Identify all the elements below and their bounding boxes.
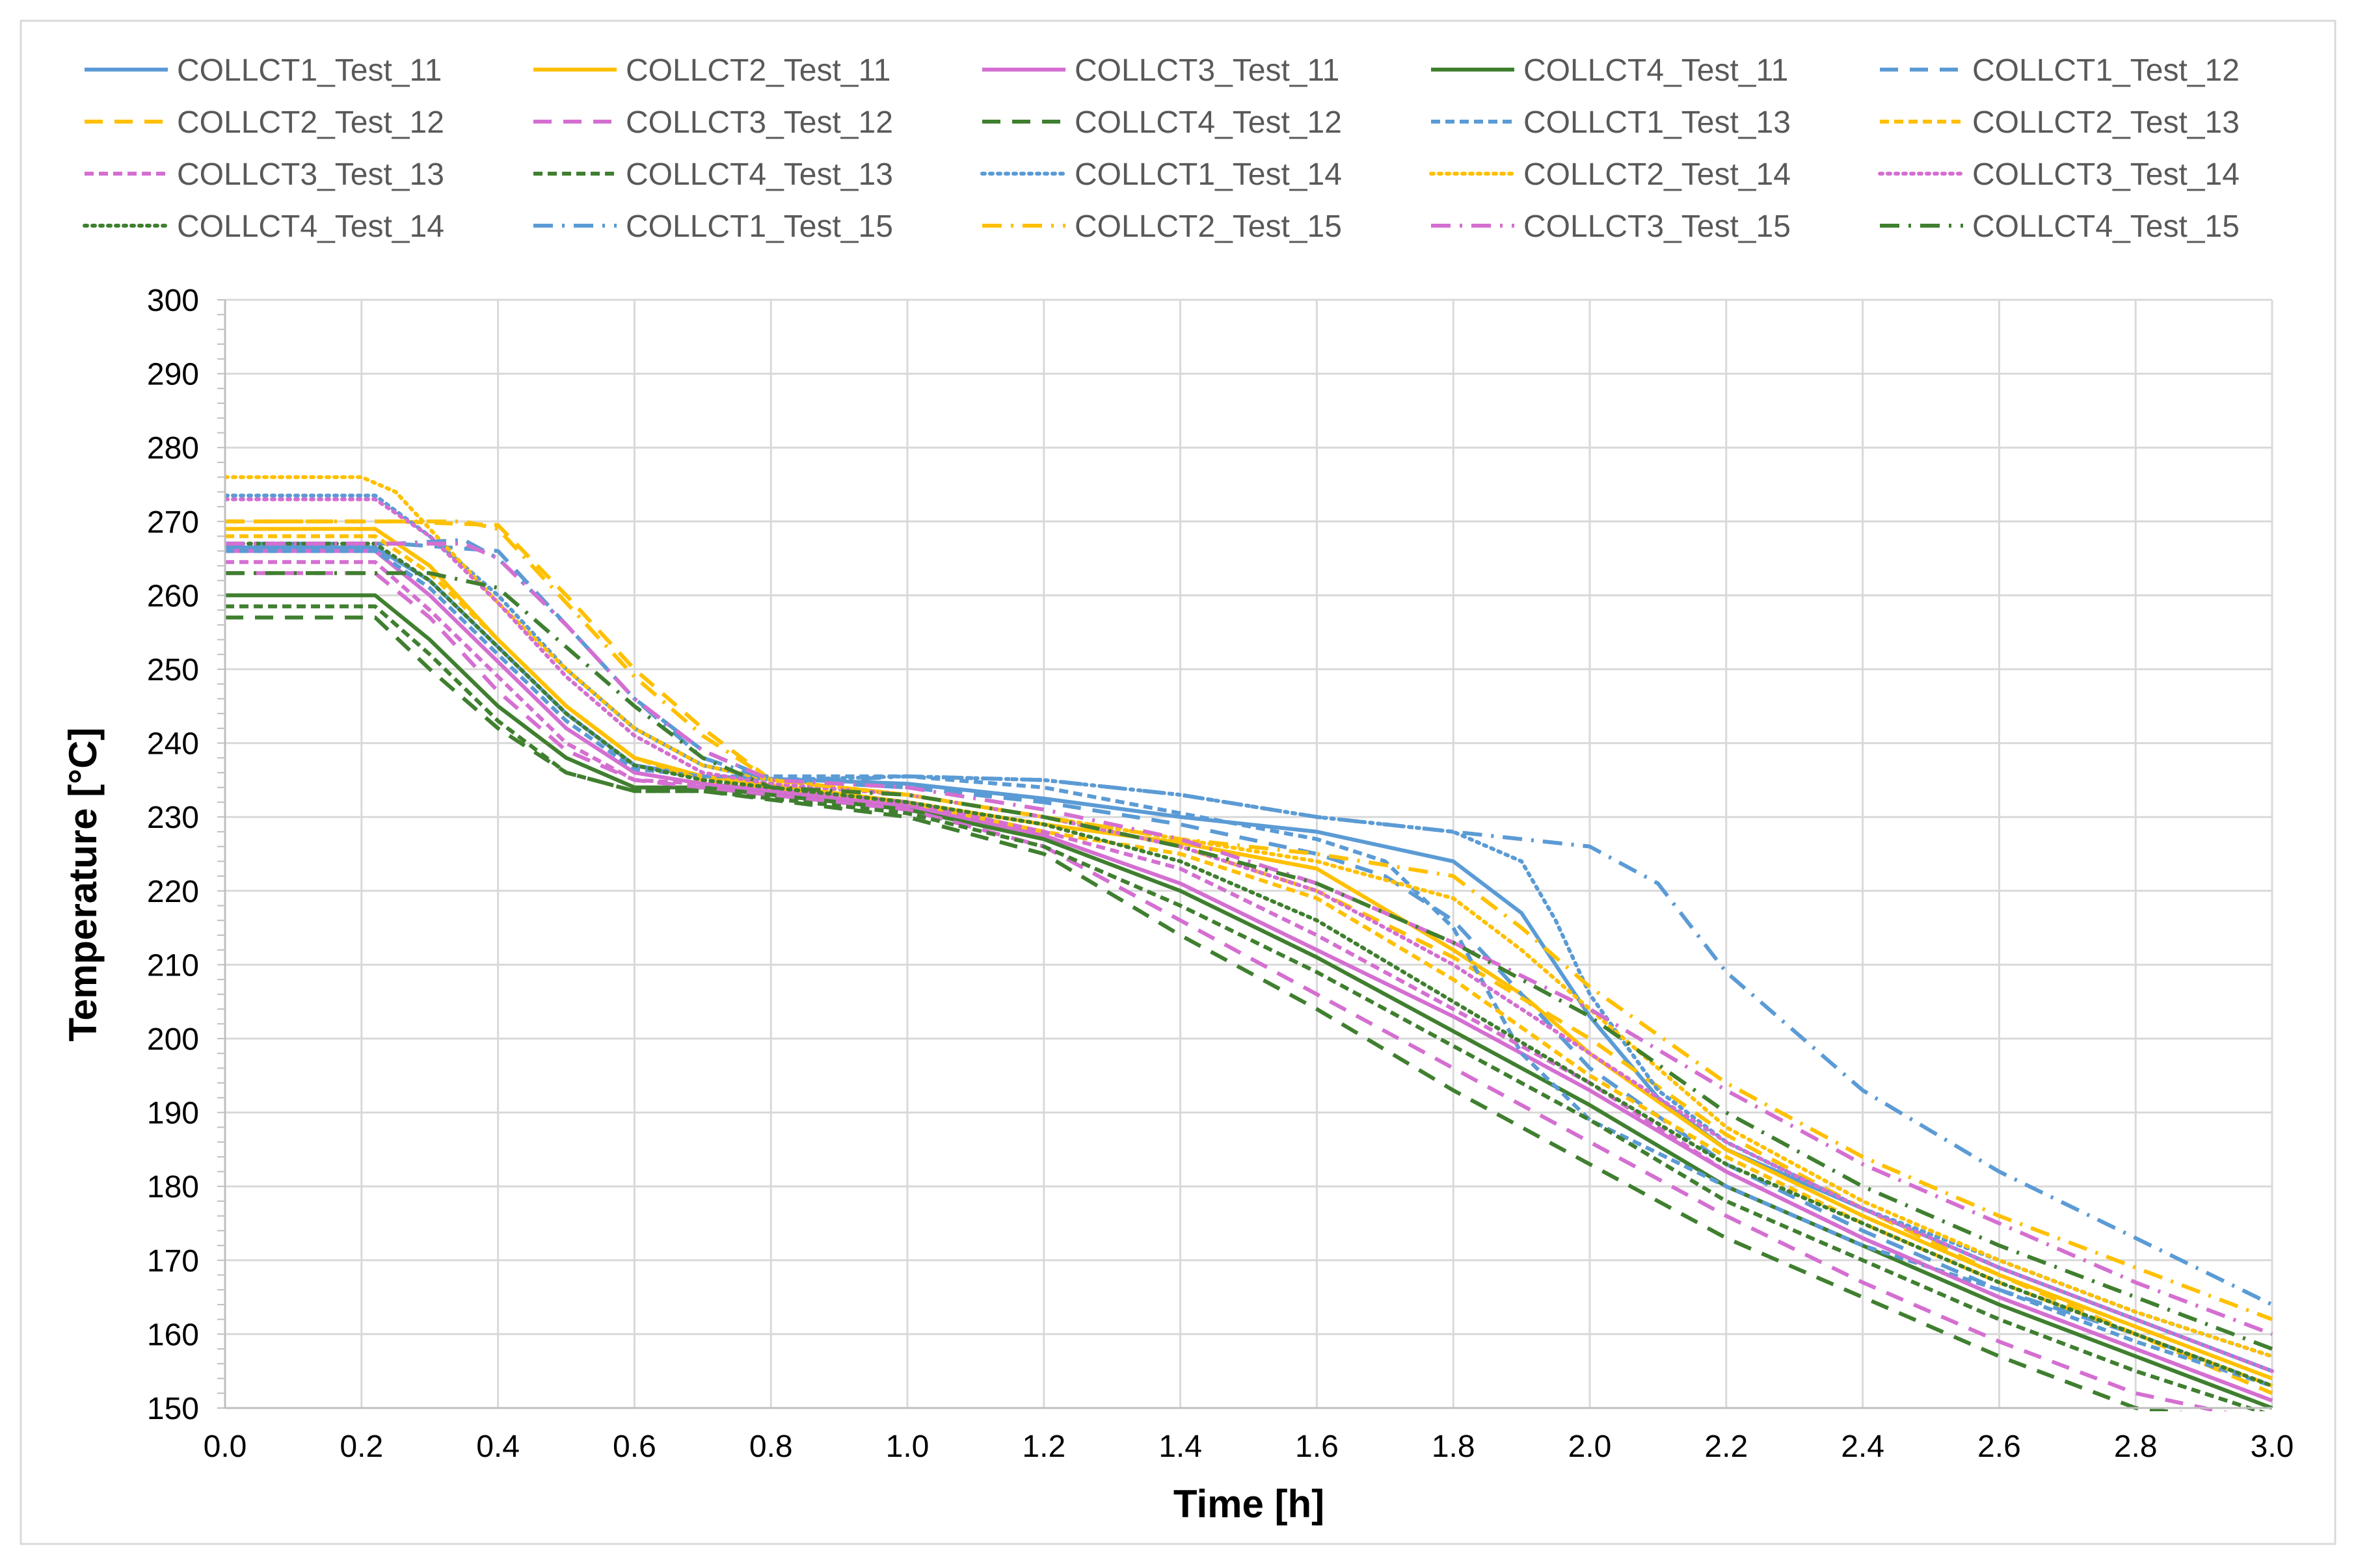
legend-label: COLLCT3_Test_11 [1075, 53, 1339, 88]
y-tick-label: 290 [147, 358, 199, 392]
x-tick-label: 1.2 [1022, 1429, 1065, 1464]
x-tick-label: 1.6 [1295, 1429, 1339, 1464]
chart-frame [20, 20, 2336, 1545]
legend-label: COLLCT4_Test_15 [1972, 209, 2240, 244]
axes: 150 160 170 180 190 200 210 220 230 240 250 260 270 2… [147, 284, 2294, 1464]
x-tick-label: 0.0 [204, 1429, 247, 1464]
legend-label: COLLCT1_Test_13 [1523, 105, 1791, 140]
y-axis-title: Temperature [°C] [61, 728, 105, 1042]
y-tick-label: 230 [147, 801, 199, 835]
legend-label: COLLCT4_Test_12 [1075, 105, 1342, 140]
legend-label: COLLCT2_Test_14 [1523, 157, 1791, 192]
series-line-collct2-test-15 [225, 519, 2273, 1322]
y-tick-label: 220 [147, 875, 199, 909]
series-line-collct1-test-12 [225, 541, 2273, 1388]
x-tick-label: 0.4 [476, 1429, 520, 1464]
x-tick-label: 3.0 [2251, 1429, 2294, 1464]
legend: COLLCT1_Test_11 COLLCT2_Test_11 COLLCT3_Te… [83, 53, 2240, 244]
x-tick-label: 2.2 [1704, 1429, 1748, 1464]
series-line-collct4-test-14 [225, 541, 2274, 1388]
x-axis-title: Time [h] [1173, 1482, 1324, 1526]
legend-label: COLLCT2_Test_11 [626, 53, 890, 88]
y-tick-label: 260 [147, 579, 199, 613]
legend-label: COLLCT1_Test_11 [177, 53, 442, 88]
legend-label: COLLCT4_Test_14 [177, 209, 444, 244]
legend-label: COLLCT1_Test_15 [626, 209, 893, 244]
y-tick-label: 250 [147, 653, 199, 687]
x-tick-label: 1.0 [886, 1429, 930, 1464]
x-tick-label: 2.0 [1568, 1429, 1612, 1464]
series-group [225, 475, 2274, 1411]
y-tick-label: 300 [147, 284, 199, 318]
x-tick-label: 0.8 [749, 1429, 793, 1464]
y-tick-label: 170 [147, 1244, 199, 1279]
series-line-collct4-test-13 [225, 604, 2266, 1411]
y-tick-label: 190 [147, 1096, 199, 1131]
series-line-collct4-test-15 [225, 571, 2273, 1351]
legend-label: COLLCT3_Test_14 [1972, 157, 2240, 192]
x-tick-label: 0.2 [340, 1429, 383, 1464]
legend-label: COLLCT1_Test_12 [1972, 53, 2240, 88]
x-tick-label: 2.8 [2114, 1429, 2158, 1464]
x-tick-label: 1.8 [1432, 1429, 1475, 1464]
legend-label: COLLCT3_Test_15 [1523, 209, 1791, 244]
series-line-collct4-test-12 [225, 615, 2184, 1411]
series-line-collct1-test-13 [225, 549, 2273, 1388]
y-tick-label: 280 [147, 431, 199, 466]
y-tick-label: 180 [147, 1170, 199, 1204]
legend-label: COLLCT4_Test_13 [626, 157, 893, 192]
series-line-collct2-test-11 [225, 527, 2273, 1381]
y-tick-label: 210 [147, 948, 199, 983]
legend-label: COLLCT3_Test_13 [177, 157, 444, 192]
x-tick-label: 0.6 [613, 1429, 656, 1464]
series-line-collct3-test-12 [225, 571, 2229, 1411]
y-tick-label: 270 [147, 505, 199, 540]
y-tick-label: 200 [147, 1022, 199, 1057]
series-line-collct3-test-13 [225, 560, 2273, 1403]
legend-label: COLLCT4_Test_11 [1523, 53, 1788, 88]
legend-label: COLLCT2_Test_12 [177, 105, 444, 140]
x-tick-label: 2.6 [1977, 1429, 2021, 1464]
legend-label: COLLCT2_Test_13 [1972, 105, 2240, 140]
y-tick-label: 240 [147, 727, 199, 762]
series-line-collct3-test-15 [225, 541, 2273, 1336]
legend-label: COLLCT3_Test_12 [626, 105, 893, 140]
x-tick-label: 2.4 [1841, 1429, 1884, 1464]
x-tick-label: 1.4 [1158, 1429, 1202, 1464]
series-line-collct4-test-11 [225, 593, 2273, 1410]
legend-label: COLLCT2_Test_15 [1075, 209, 1342, 244]
legend-label: COLLCT1_Test_14 [1075, 157, 1342, 192]
y-tick-label: 160 [147, 1318, 199, 1352]
y-tick-label: 150 [147, 1392, 199, 1426]
